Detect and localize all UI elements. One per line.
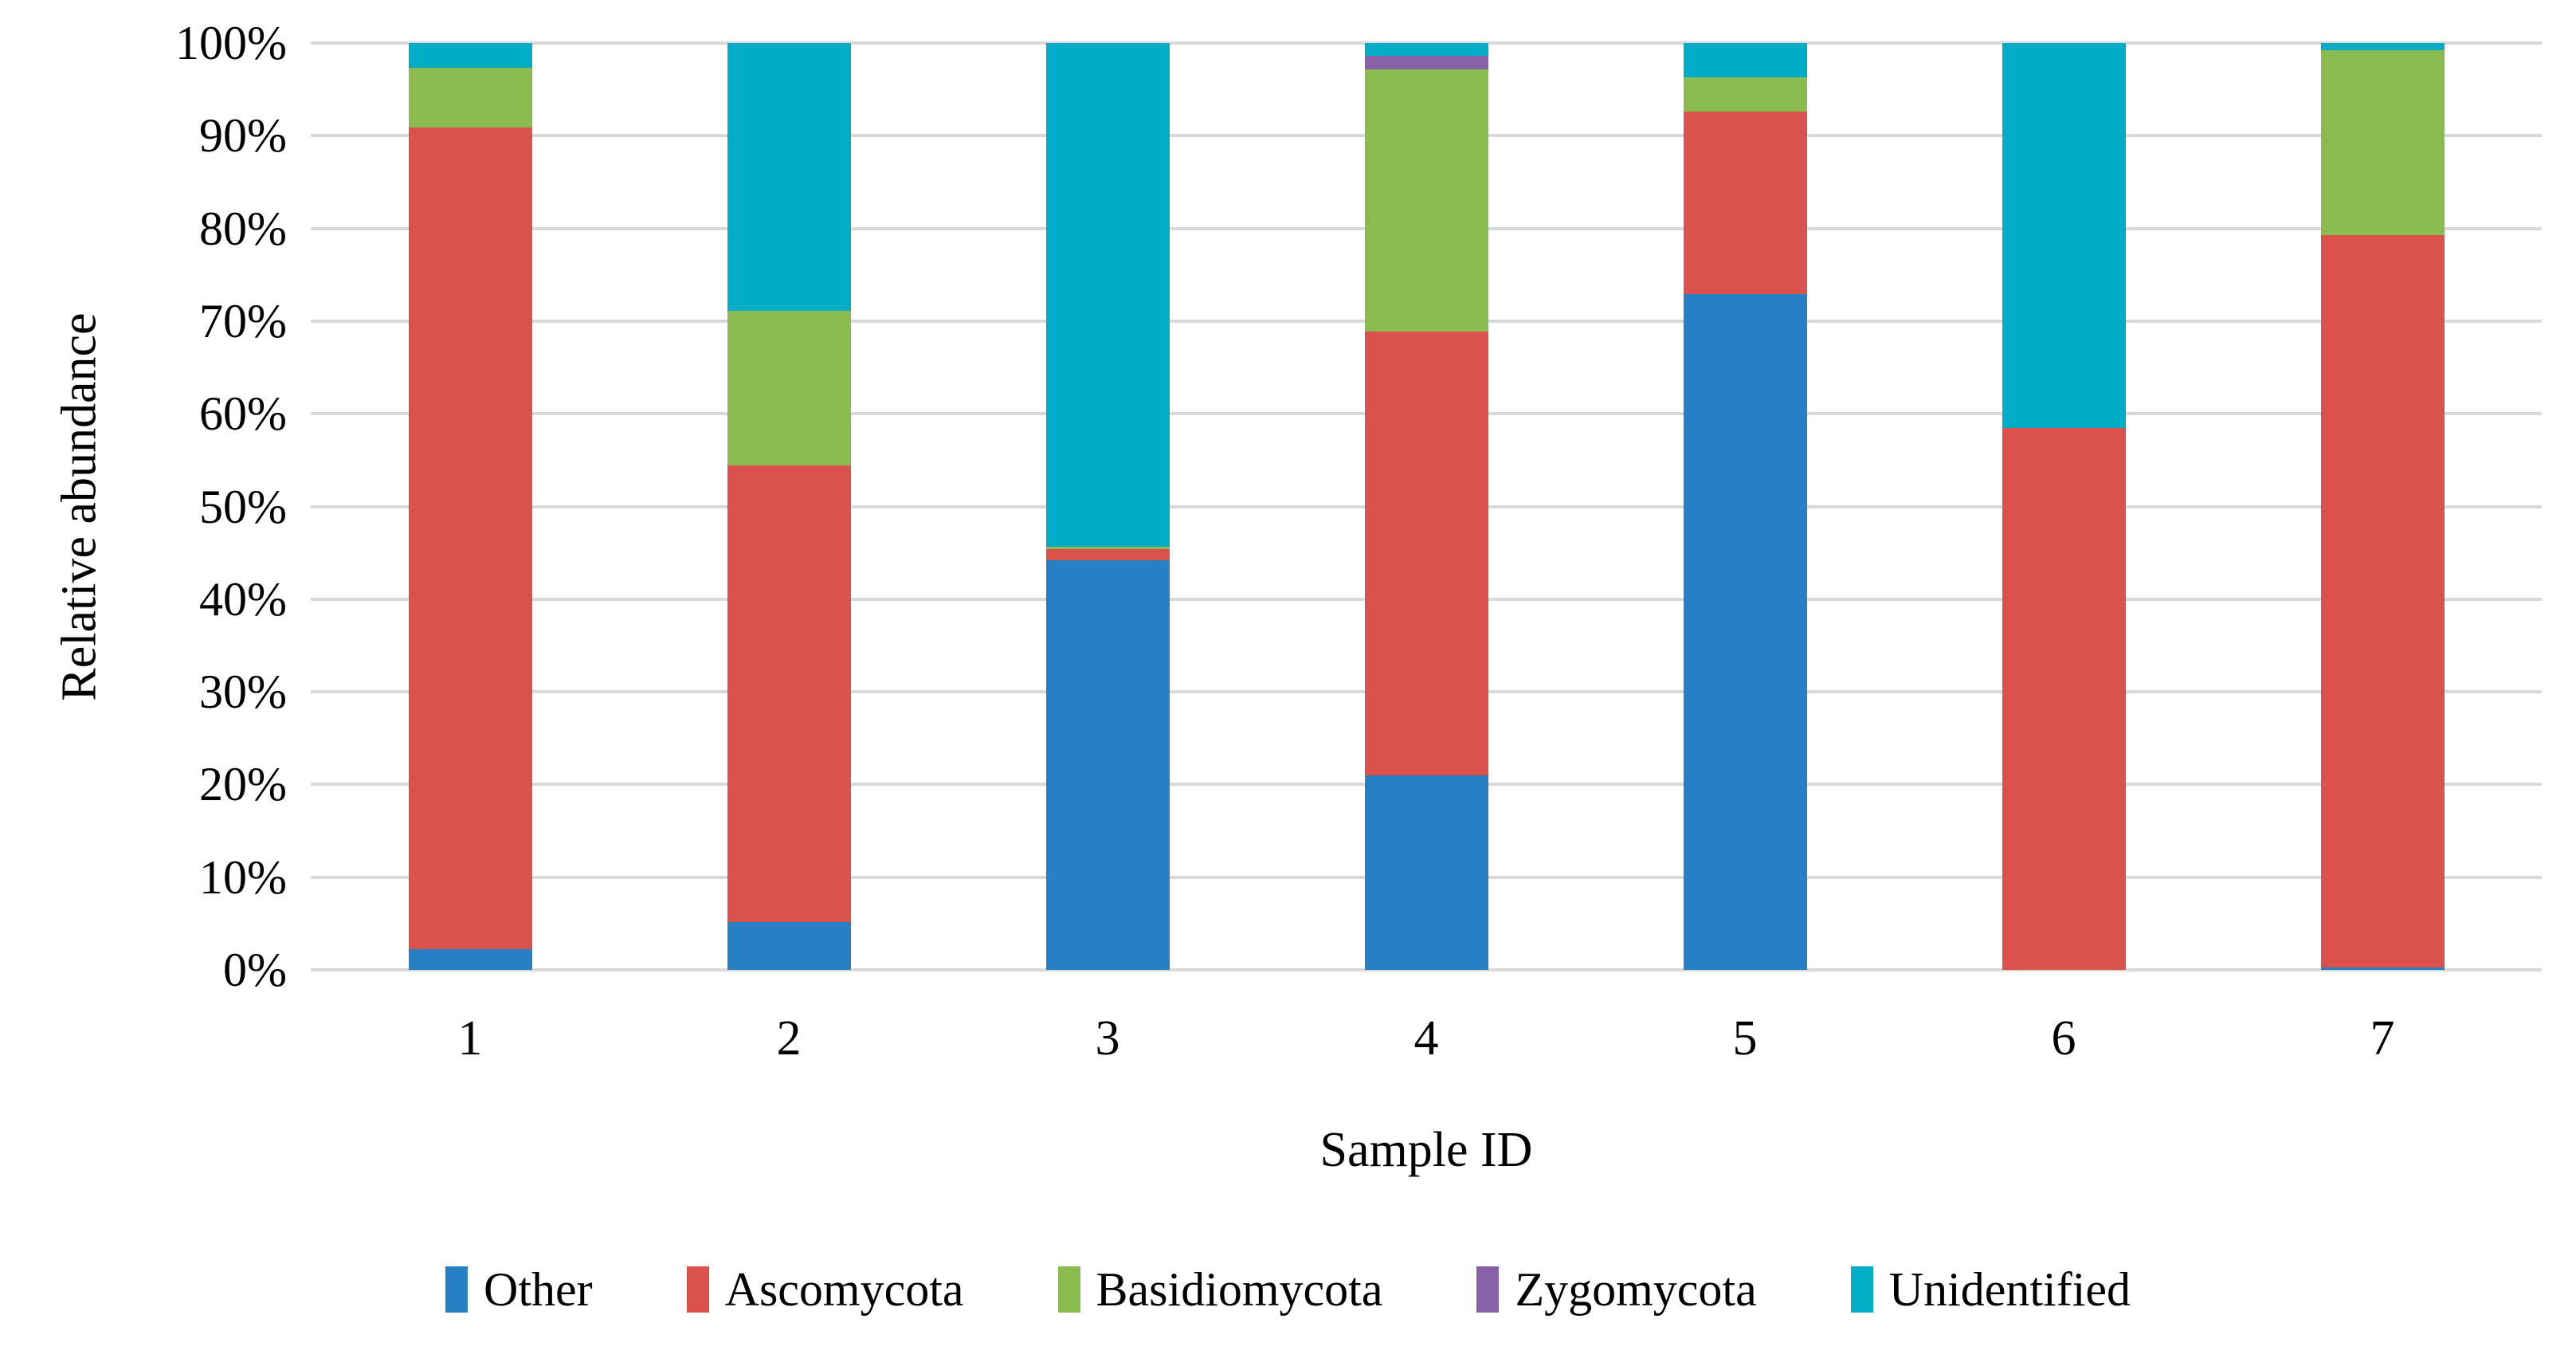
bar-segment-other-sample-5 (1683, 294, 1807, 970)
bar-slot-sample-1 (311, 43, 629, 970)
bar-segment-unidentified-sample-7 (2320, 43, 2445, 51)
bar-slot-sample-4 (1267, 43, 1586, 970)
bar-segment-ascomycota-sample-7 (2320, 234, 2445, 967)
bar-segment-zygomycota-sample-4 (1364, 56, 1488, 69)
bar-segment-ascomycota-sample-4 (1364, 331, 1488, 775)
x-tick-label-4: 4 (1413, 1011, 1439, 1066)
legend-label-other: Other (483, 1263, 593, 1316)
bar-segment-ascomycota-sample-1 (408, 127, 532, 950)
y-tick-label-30%: 30% (199, 665, 287, 719)
legend: Other Ascomycota Basidiomycota Zygomycota Un… (0, 1266, 2576, 1313)
bar-segment-other-sample-2 (727, 921, 851, 970)
gridline-100% (311, 41, 2542, 45)
bar-sample-3 (1045, 43, 1170, 970)
bar-segment-unidentified-sample-6 (2002, 43, 2126, 428)
y-tick-label-90%: 90% (199, 109, 287, 163)
y-axis-tick-labels: 0% 10% 20% 30% 40% 50% 60% 70% 80% 90% 100% (0, 19, 287, 994)
legend-label-basidiomycota: Basidiomycota (1096, 1263, 1383, 1316)
bar-segment-unidentified-sample-3 (1045, 43, 1170, 547)
bar-segment-basidiomycota-sample-1 (408, 68, 532, 128)
x-tick-label-3: 3 (1095, 1011, 1120, 1066)
x-axis-tick-labels: 1 2 3 4 5 6 7 (311, 1014, 2542, 1063)
bar-segment-unidentified-sample-5 (1683, 43, 1807, 78)
x-tick-label-6: 6 (2051, 1011, 2076, 1066)
legend-label-ascomycota: Ascomycota (724, 1263, 964, 1316)
bar-segment-other-sample-3 (1045, 559, 1170, 970)
y-tick-label-0%: 0% (223, 944, 287, 996)
y-tick-label-50%: 50% (199, 480, 287, 533)
bar-slot-sample-3 (948, 43, 1267, 970)
y-tick-label-80%: 80% (199, 202, 287, 255)
bar-segment-unidentified-sample-2 (727, 43, 851, 312)
legend-label-unidentified: Unidentified (1888, 1263, 2131, 1316)
bar-segment-basidiomycota-sample-4 (1364, 69, 1488, 332)
y-tick-label-20%: 20% (199, 758, 287, 811)
bar-segment-basidiomycota-sample-7 (2320, 50, 2445, 235)
legend-item-other: Other (445, 1266, 593, 1313)
legend-item-basidiomycota: Basidiomycota (1057, 1263, 1383, 1316)
y-tick-label-100%: 100% (175, 17, 287, 69)
legend-item-ascomycota: Ascomycota (686, 1263, 964, 1316)
bars-container (311, 43, 2542, 970)
bar-segment-basidiomycota-sample-3 (1045, 546, 1170, 550)
gridline-0% (311, 968, 2542, 971)
bar-segment-other-sample-7 (2320, 967, 2445, 970)
bar-slot-sample-6 (1904, 43, 2223, 970)
legend-swatch-ascomycota (686, 1266, 709, 1313)
y-tick-label-10%: 10% (199, 850, 287, 904)
bar-sample-6 (2002, 43, 2126, 970)
x-axis-title: Sample ID (1319, 1123, 1533, 1177)
bar-segment-basidiomycota-sample-2 (727, 311, 851, 466)
plot-area (311, 41, 2542, 971)
bar-sample-7 (2320, 43, 2445, 970)
legend-item-zygomycota: Zygomycota (1476, 1263, 1757, 1316)
x-tick-label-7: 7 (2370, 1011, 2395, 1066)
bar-segment-other-sample-1 (408, 949, 532, 970)
bar-segment-basidiomycota-sample-5 (1683, 77, 1807, 112)
bar-segment-unidentified-sample-1 (408, 43, 532, 69)
bar-segment-ascomycota-sample-6 (2002, 427, 2126, 970)
legend-label-zygomycota: Zygomycota (1515, 1263, 1757, 1316)
y-tick-label-60%: 60% (199, 387, 287, 441)
bar-sample-5 (1683, 43, 1807, 970)
bar-segment-ascomycota-sample-2 (727, 465, 851, 922)
bar-slot-sample-2 (629, 43, 948, 970)
legend-item-unidentified: Unidentified (1850, 1263, 2131, 1316)
legend-swatch-zygomycota (1476, 1266, 1500, 1313)
legend-swatch-basidiomycota (1057, 1266, 1080, 1313)
bar-segment-other-sample-4 (1364, 775, 1488, 970)
bar-sample-4 (1364, 43, 1488, 970)
bar-sample-1 (408, 43, 532, 970)
bar-segment-unidentified-sample-4 (1364, 43, 1488, 57)
bar-sample-2 (727, 43, 851, 970)
legend-swatch-other (445, 1266, 468, 1313)
bar-slot-sample-7 (2223, 43, 2542, 970)
x-tick-label-5: 5 (1732, 1011, 1758, 1066)
bar-slot-sample-5 (1586, 43, 1904, 970)
x-tick-label-2: 2 (776, 1011, 802, 1066)
y-tick-label-40%: 40% (199, 572, 287, 626)
bar-segment-ascomycota-sample-5 (1683, 112, 1807, 295)
legend-swatch-unidentified (1850, 1266, 1873, 1313)
bar-segment-ascomycota-sample-3 (1045, 549, 1170, 560)
y-tick-label-70%: 70% (199, 294, 287, 347)
x-tick-label-1: 1 (457, 1011, 483, 1066)
